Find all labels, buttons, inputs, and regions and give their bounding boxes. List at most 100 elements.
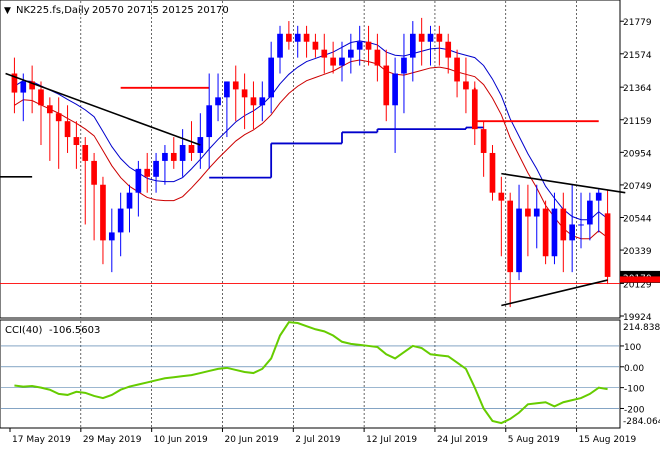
- candle-body: [38, 89, 44, 106]
- candle-body: [250, 97, 257, 106]
- candle-body: [277, 33, 283, 58]
- cci-tick-label: 0.00: [624, 364, 644, 374]
- candle-body: [215, 97, 221, 106]
- candle-body: [454, 57, 460, 82]
- candle-body: [401, 57, 407, 74]
- candle-body: [339, 57, 345, 66]
- candle-body: [179, 145, 186, 161]
- ohlc-text: 20570 20715 20125 20170: [92, 5, 229, 16]
- candle-body: [348, 49, 354, 58]
- cci-tick-label: -100: [624, 385, 645, 395]
- candle-body: [578, 224, 584, 226]
- chart-title-arrow: ▼: [4, 6, 11, 16]
- x-tick-label: 20 Jun 2019: [224, 435, 278, 445]
- candle-body: [551, 208, 558, 257]
- candle-body: [392, 73, 398, 106]
- price-tick-label: 21779: [623, 18, 652, 28]
- x-tick-label: 2 Jul 2019: [295, 435, 340, 445]
- level-label-bg: [620, 276, 660, 283]
- candle-body: [47, 105, 53, 114]
- candle-body: [100, 184, 106, 241]
- cci-pane: 100 0.00 -100 -200 214.8386 -284.0644: [1, 321, 660, 427]
- candle-body: [153, 160, 159, 177]
- ma-lower-line: [14, 59, 608, 240]
- candle-body: [206, 105, 213, 138]
- candle-body: [321, 49, 328, 58]
- candle-body: [303, 33, 310, 42]
- candle-body: [188, 145, 195, 153]
- triangle-lower-line: [501, 279, 608, 307]
- triangle-upper-line: [501, 172, 626, 194]
- candle-body: [356, 41, 363, 50]
- cci-min-label: -284.0644: [623, 417, 660, 427]
- candle-body: [55, 113, 62, 122]
- downtrend-line: [5, 72, 201, 146]
- candle-body: [224, 81, 230, 98]
- x-tick-label: 5 Aug 2019: [508, 435, 560, 445]
- x-tick-label: 24 Jul 2019: [437, 435, 488, 445]
- candle-body: [82, 145, 89, 161]
- price-axis: 21779 21574 21364 21159 20954 20749 20544 20339…: [620, 18, 660, 323]
- candle-body: [436, 33, 443, 42]
- vertical-grid: [80, 1, 577, 427]
- cci-tick-label: 100: [624, 343, 641, 353]
- price-tick-label: 21364: [623, 84, 652, 94]
- candle-body: [542, 208, 549, 257]
- candle-body: [498, 192, 505, 201]
- candle-body: [330, 57, 336, 66]
- candle-body: [259, 97, 266, 106]
- candle-body: [241, 89, 248, 98]
- cci-line: [14, 321, 608, 425]
- candle-body: [144, 168, 151, 177]
- candle-body: [170, 152, 177, 161]
- cci-value: -106.5603: [49, 325, 100, 336]
- ma-upper-line: [14, 40, 608, 221]
- x-tick-label: 17 May 2019: [12, 435, 71, 445]
- candle-body: [560, 208, 567, 241]
- candle-body: [463, 81, 469, 90]
- candle-body: [91, 160, 97, 185]
- candle-body: [11, 73, 18, 93]
- candle-body: [471, 89, 478, 130]
- cci-title: CCI(40): [5, 325, 43, 336]
- candle-body: [365, 41, 372, 50]
- candle-body: [29, 81, 35, 90]
- price-tick-label: 20544: [623, 214, 652, 224]
- indicator-pane-border: [0, 319, 621, 429]
- chart-title: NK225.fs,Daily: [16, 5, 90, 16]
- price-tick-label: 21159: [623, 117, 652, 127]
- x-tick-label: 10 Jun 2019: [154, 435, 208, 445]
- candle-body: [587, 200, 593, 225]
- candle-body: [117, 208, 124, 233]
- candle-body: [312, 41, 319, 50]
- candle-body: [162, 152, 168, 161]
- candle-body: [409, 33, 416, 58]
- candle-body: [20, 81, 27, 93]
- candle-body: [294, 33, 301, 42]
- candle-body: [73, 137, 80, 146]
- candle-body: [569, 224, 575, 241]
- x-tick-label: 15 Aug 2019: [579, 435, 637, 445]
- trendlines: [0, 72, 626, 307]
- candle-body: [507, 200, 514, 273]
- cci-tick-label: -200: [624, 405, 645, 415]
- price-tick-label: 19924: [623, 313, 652, 323]
- candle-body: [286, 33, 292, 42]
- main-pane-border: [0, 0, 621, 319]
- price-tick-label: 20129: [623, 280, 652, 290]
- x-tick-label: 12 Jul 2019: [366, 435, 417, 445]
- candle-body: [374, 49, 381, 66]
- candles: [11, 17, 611, 308]
- candle-body: [64, 121, 71, 138]
- x-tick-label: 29 May 2019: [83, 435, 142, 445]
- candle-body: [595, 192, 602, 201]
- price-tick-label: 20749: [623, 182, 652, 192]
- candle-body: [126, 192, 133, 209]
- candle-body: [604, 213, 611, 277]
- candle-body: [383, 65, 390, 106]
- candle-body: [533, 208, 540, 217]
- candle-body: [489, 152, 496, 193]
- price-tick-label: 20954: [623, 149, 652, 159]
